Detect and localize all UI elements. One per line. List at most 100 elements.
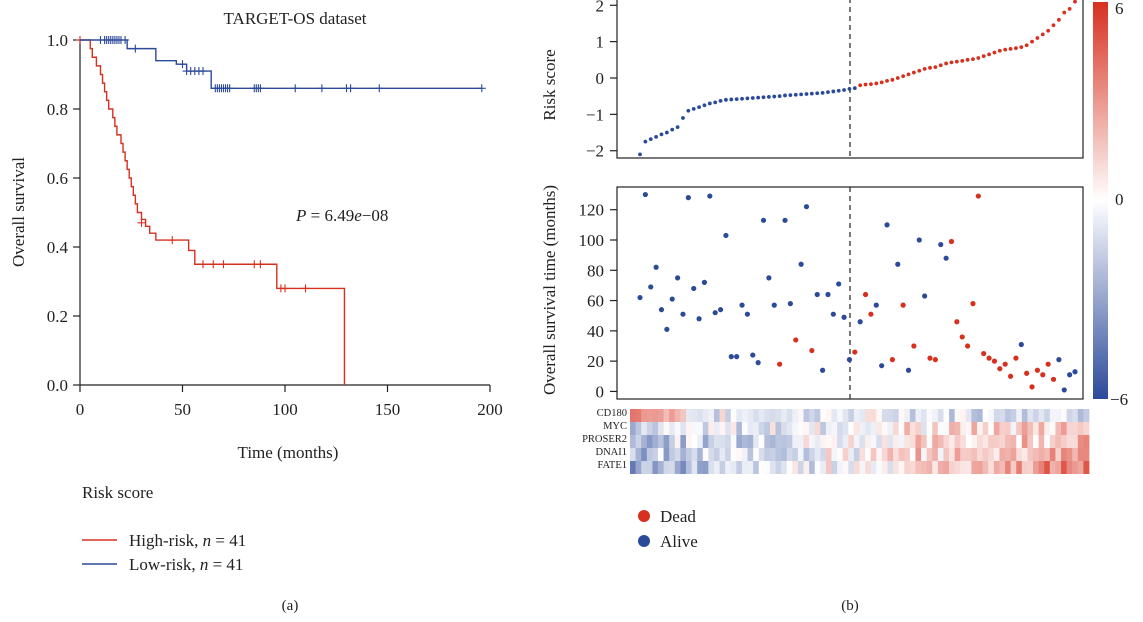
risk-score-point [879,80,884,85]
heatmap-cell [657,409,664,422]
heatmap-cell [1066,435,1073,448]
survival-status-point [911,343,917,349]
km-y-tick-label: 0.0 [47,376,68,395]
heatmap-cell [926,448,933,461]
heatmap-cell [949,409,956,422]
risk-score-point [750,96,755,100]
km-censor-mark [137,218,146,227]
risk-score-point [681,116,685,120]
km-y-tick-label: 1.0 [47,31,68,50]
heatmap-cell [1016,461,1023,474]
heatmap-cell [1066,461,1073,474]
survival-status-point [997,366,1003,372]
heatmap-cell [814,422,821,435]
heatmap-cell [971,435,978,448]
survival-status-point [927,355,933,361]
survival-status-point [1061,387,1067,393]
heatmap-cell [1027,461,1034,474]
survival-status-point [696,316,702,322]
heatmap-cell [1016,448,1023,461]
heatmap-cell [630,435,636,448]
heatmap-cell [876,448,883,461]
heatmap-cell [915,435,922,448]
heatmap-cell [988,448,995,461]
survival-status-point [1040,372,1046,378]
km-censor-mark [291,84,300,93]
risk-y-tick-label: −1 [586,105,604,124]
heatmap-cell [1038,448,1045,461]
heatmap-cell [954,448,961,461]
heatmap-cell [674,435,681,448]
risk-score-point [675,125,680,129]
heatmap-cell [1061,461,1068,474]
risk-y-tick-label: 2 [596,0,605,15]
survival-status-point [879,363,885,369]
heatmap-cell [781,435,788,448]
heatmap-cell [831,448,838,461]
heatmap-cell [932,461,939,474]
heatmap-cell [1077,422,1084,435]
heatmap-cell [859,448,866,461]
heatmap-cell [646,422,653,435]
heatmap-cell [725,448,732,461]
heatmap-cell [697,461,704,474]
heatmap-cell [691,461,698,474]
heatmap-cell [663,422,670,435]
heatmap-cell [820,409,827,422]
heatmap-cell [1061,435,1068,448]
risk-score-point [933,65,938,69]
heatmap-cell [792,435,799,448]
os-y-tick-label: 80 [587,261,604,280]
os-y-tick-label: 20 [587,352,604,371]
heatmap-cell [641,409,648,422]
heatmap-cell [988,409,995,422]
heatmap-cell [825,422,832,435]
heatmap-cell [881,422,888,435]
heatmap-cell [725,409,732,422]
heatmap-cell [971,409,978,422]
heatmap-cell [1038,435,1045,448]
heatmap-cell [943,422,950,435]
km-censor-mark [256,84,265,93]
km-legend-low-label: Low-risk, [129,555,200,574]
heatmap-cell [831,435,838,448]
risk-score-point [847,87,852,91]
heatmap-cell [708,461,715,474]
heatmap-cell [949,448,956,461]
heatmap-cell [764,461,771,474]
heatmap-cell [1055,409,1062,422]
os-y-tick-label: 40 [587,322,604,341]
km-censor-mark [225,84,234,93]
heatmap-cell [859,435,866,448]
risk-score-plot: −2 −1 0 1 2 Risk score [540,0,1084,161]
risk-score-point [804,92,809,96]
heatmap-cell [1066,409,1073,422]
km-p-e: e [354,206,362,225]
risk-score-point [1056,17,1061,22]
heatmap-cell [769,422,776,435]
risk-score-point [729,97,734,102]
heatmap-cell [865,409,872,422]
survival-status-point [964,343,971,349]
heatmap-cell [820,448,827,461]
km-censor-mark [199,260,207,269]
risk-score-point [659,132,664,137]
km-censor-mark [256,260,265,269]
risk-score-point [648,137,653,141]
risk-score-point [852,86,857,91]
heatmap-cell [859,422,866,435]
heatmap-cell [887,435,894,448]
survival-status-point [717,307,724,313]
colorbar-mid-label: 0 [1115,190,1124,209]
heatmap-cell [960,435,967,448]
expression-heatmap: CD180 MYC PROSER2 DNAI1 FATE1 [582,408,1090,474]
heatmap-cell [1055,448,1062,461]
heatmap-cell [641,448,648,461]
heatmap-gene-label: PROSER2 [582,434,627,445]
os-y-tick-label: 120 [579,201,605,220]
heatmap-cell [680,422,687,435]
heatmap-cell [1010,448,1017,461]
heatmap-cell [915,448,922,461]
survival-status-point [1034,367,1041,373]
heatmap-cell [786,409,793,422]
